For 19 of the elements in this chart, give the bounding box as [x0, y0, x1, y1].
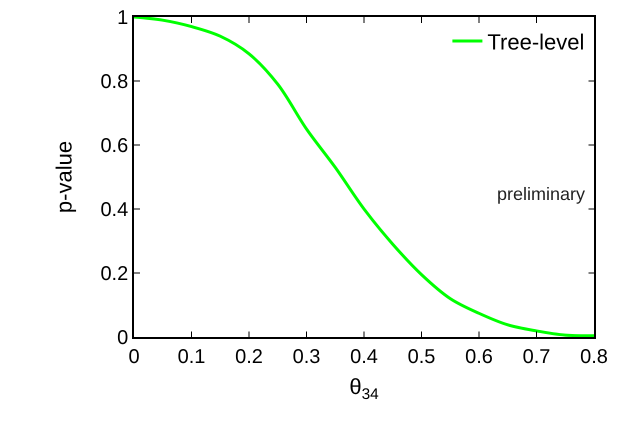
x-tick-label: 0.5: [408, 346, 436, 368]
legend-label: Tree-level: [487, 30, 584, 55]
y-tick-label: 0.8: [100, 71, 128, 93]
y-tick-label: 0.6: [100, 135, 128, 157]
y-tick-label: 0.4: [100, 199, 128, 221]
y-tick-label: 0: [117, 327, 128, 349]
x-tick-label: 0.7: [522, 346, 550, 368]
x-tick-label: 0.1: [178, 346, 206, 368]
y-tick-label: 0.2: [100, 263, 128, 285]
y-axis-title: p-value: [52, 140, 77, 214]
x-tick-label: 0.8: [580, 346, 608, 368]
line-series: [134, 17, 594, 337]
x-tick-label: 0.2: [235, 346, 263, 368]
annotation: preliminary: [497, 184, 586, 204]
x-tick-label: 0.4: [350, 346, 378, 368]
x-axis-title: θ$_{34}$: [349, 374, 380, 403]
x-tick-label: 0.3: [292, 346, 320, 368]
x-tick-label: 0.6: [465, 346, 493, 368]
y-tick-label: 1: [117, 7, 128, 29]
